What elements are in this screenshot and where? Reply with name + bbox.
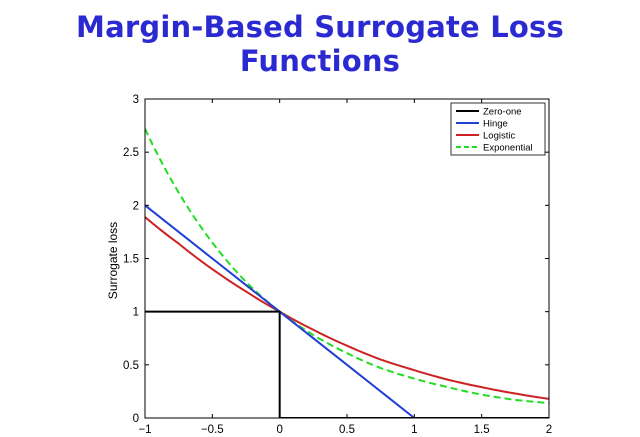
legend-label-exponential: Exponential bbox=[483, 143, 533, 154]
x-tick-label: −1 bbox=[138, 424, 151, 436]
y-tick-label: 2.5 bbox=[123, 147, 139, 159]
slide-title: Margin-Based Surrogate Loss Functions bbox=[76, 10, 564, 78]
y-tick-label: 1.5 bbox=[123, 254, 139, 266]
series-line-exponential bbox=[145, 128, 549, 405]
y-axis-label: Surrogate loss bbox=[106, 222, 120, 299]
legend-label-hinge: Hinge bbox=[483, 119, 508, 130]
x-tick-label: 1 bbox=[411, 424, 417, 436]
series-lines bbox=[145, 128, 549, 418]
legend-label-zero-one: Zero-one bbox=[483, 107, 522, 118]
series-line-zero-one bbox=[145, 310, 549, 418]
y-tick-label: 1 bbox=[133, 307, 139, 319]
y-tick-label: 3 bbox=[133, 94, 139, 106]
y-tick-label: 0 bbox=[133, 413, 139, 425]
x-tick-label: 0.5 bbox=[339, 424, 355, 436]
x-tick-label: −0.5 bbox=[201, 424, 224, 436]
legend-label-logistic: Logistic bbox=[483, 131, 515, 142]
series-line-logistic bbox=[145, 216, 549, 400]
series-line-hinge bbox=[145, 204, 549, 418]
x-tick-label: 1.5 bbox=[474, 424, 490, 436]
x-tick-label: 0 bbox=[276, 424, 282, 436]
axis-ticks: −1 −0.5 0 0.5 1 1.5 2 0 0.5 1 1.5 2 2.5 3 bbox=[123, 94, 552, 436]
y-tick-label: 0.5 bbox=[123, 360, 139, 372]
x-tick-label: 2 bbox=[546, 424, 552, 436]
y-tick-label: 2 bbox=[133, 200, 139, 212]
